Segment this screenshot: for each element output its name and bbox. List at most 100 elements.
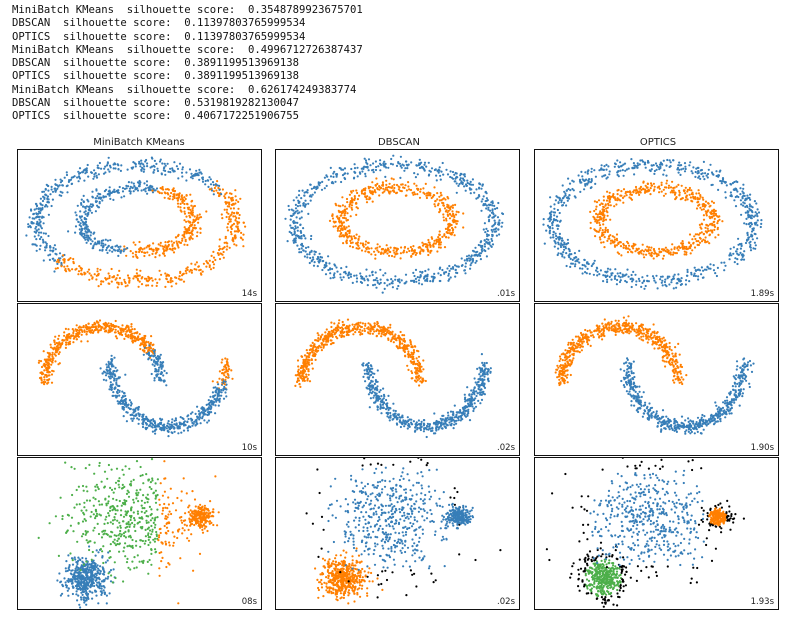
scatter-point	[602, 212, 605, 215]
scatter-point	[132, 190, 135, 193]
scatter-point	[102, 242, 105, 245]
scatter-point	[688, 233, 692, 236]
scatter-point	[199, 416, 202, 419]
column-title-minibatch-kmeans: MiniBatch KMeans	[93, 137, 185, 148]
scatter-point	[407, 185, 410, 188]
scatter-point	[421, 271, 424, 274]
scatter-point	[549, 196, 552, 199]
scatter-point	[755, 212, 759, 215]
scatter-point	[127, 334, 130, 337]
scatter-point	[212, 386, 215, 389]
scatter-point	[189, 193, 192, 196]
scatter-point	[201, 176, 204, 179]
scatter-point	[47, 254, 50, 257]
scatter-point	[300, 242, 304, 245]
scatter-point	[594, 235, 597, 238]
scatter-point	[108, 362, 111, 365]
scatter-point	[555, 224, 558, 227]
scatter-point	[39, 202, 42, 205]
scatter-point	[598, 218, 601, 221]
scatter-point	[142, 163, 145, 166]
scatter-point	[704, 172, 707, 175]
scatter-point	[374, 278, 377, 282]
scatter-point	[218, 377, 221, 380]
scatter-point	[383, 160, 386, 163]
scatter-point	[212, 183, 215, 186]
scatter-point	[760, 222, 763, 225]
scatter-point	[222, 256, 225, 259]
scatter-point	[391, 163, 394, 166]
scatter-point	[125, 420, 128, 423]
scatter-point	[141, 248, 144, 251]
scatter-point	[110, 361, 113, 364]
scatter-point	[356, 241, 359, 244]
scatter-point	[594, 208, 598, 211]
scatter-point	[144, 427, 147, 430]
scatter-point	[588, 272, 591, 275]
scatter-point	[495, 234, 498, 237]
scatter-point	[413, 191, 416, 194]
scatter-point	[156, 355, 159, 358]
scatter-point	[332, 182, 335, 185]
scatter-point	[155, 428, 158, 431]
scatter-point	[102, 195, 105, 198]
scatter-point	[144, 417, 147, 421]
scatter-point	[413, 274, 416, 278]
scatter-point	[355, 274, 358, 277]
log-line: MiniBatch KMeans silhouette score: 0.354…	[12, 4, 363, 16]
scatter-point	[383, 190, 386, 193]
scatter-point	[77, 180, 80, 183]
scatter-point	[297, 194, 301, 197]
scatter-point	[640, 252, 643, 255]
scatter-point	[35, 207, 38, 210]
scatter-point	[371, 181, 374, 184]
scatter-point	[313, 250, 316, 253]
scatter-point	[554, 199, 557, 202]
scatter-point	[709, 204, 712, 207]
scatter-point	[642, 280, 645, 283]
scatter-point	[82, 194, 85, 197]
scatter-point	[300, 247, 303, 250]
scatter-point	[309, 237, 313, 241]
scatter-point	[108, 388, 111, 391]
scatter-point	[88, 205, 91, 208]
scatter-point	[80, 229, 83, 232]
scatter-point	[501, 221, 504, 224]
timing-label: 14s	[241, 289, 257, 299]
scatter-point	[118, 269, 121, 272]
scatter-point	[296, 221, 299, 224]
scatter-point	[671, 253, 675, 256]
scatter-point	[151, 350, 154, 353]
scatter-point	[485, 199, 488, 202]
scatter-point	[438, 230, 441, 233]
scatter-point	[744, 241, 748, 245]
scatter-point	[706, 266, 709, 269]
scatter-point	[162, 424, 165, 427]
scatter-point	[584, 184, 587, 187]
scatter-point	[546, 224, 550, 227]
scatter-point	[169, 171, 172, 174]
scatter-point	[185, 215, 188, 218]
scatter-point	[661, 163, 664, 166]
scatter-point	[328, 219, 332, 222]
scatter-point	[684, 283, 687, 286]
scatter-point	[130, 181, 133, 184]
scatter-point	[453, 173, 456, 176]
scatter-point	[423, 168, 426, 171]
scatter-point	[135, 413, 138, 416]
scatter-point	[741, 190, 744, 193]
scatter-point	[558, 197, 562, 200]
scatter-point	[374, 184, 377, 187]
scatter-point	[340, 220, 343, 223]
scatter-point	[197, 174, 200, 177]
scatter-point	[117, 330, 120, 333]
scatter-point	[118, 390, 121, 393]
scatter-point	[146, 352, 149, 355]
scatter-point	[561, 197, 564, 200]
scatter-point	[163, 245, 166, 249]
scatter-point	[678, 191, 681, 194]
scatter-point	[548, 226, 551, 229]
scatter-point	[681, 247, 684, 250]
scatter-point	[291, 226, 294, 229]
scatter-point	[132, 414, 136, 417]
